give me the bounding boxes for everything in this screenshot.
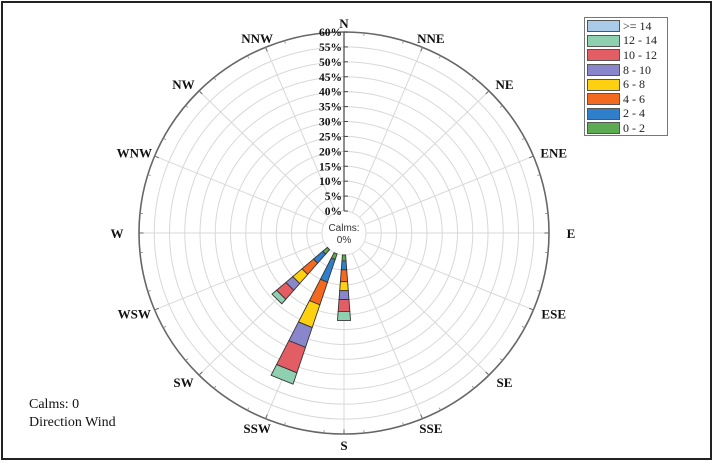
direction-label-nnw: NNW bbox=[241, 31, 273, 46]
direction-label-e: E bbox=[567, 226, 576, 241]
legend-label: 12 - 14 bbox=[623, 33, 657, 48]
legend-item: 2 - 4 bbox=[587, 106, 665, 122]
legend-swatch bbox=[587, 78, 620, 91]
radial-tick-label: 45% bbox=[319, 72, 342, 84]
wedge-s-bin-1 bbox=[340, 260, 348, 271]
wedge-ssw-bin-6 bbox=[270, 364, 298, 385]
legend-swatch bbox=[587, 34, 620, 47]
radial-tick-label: 20% bbox=[319, 146, 342, 158]
legend-label: 10 - 12 bbox=[623, 47, 657, 62]
radial-tick-label: 60% bbox=[319, 27, 342, 39]
wedge-s-bin-5 bbox=[337, 299, 351, 312]
radial-tick-label: 25% bbox=[319, 131, 342, 143]
direction-label-ene: ENE bbox=[540, 145, 567, 160]
direction-label-ssw: SSW bbox=[243, 421, 270, 436]
legend-swatch bbox=[587, 122, 620, 135]
legend-label: 8 - 10 bbox=[623, 62, 651, 77]
wedge-s-bin-2 bbox=[339, 269, 349, 283]
legend-label: 2 - 4 bbox=[623, 106, 645, 121]
calms-footer: Calms: 0 bbox=[29, 397, 80, 412]
legend-item: >= 14 bbox=[587, 19, 665, 34]
direction-label-se: SE bbox=[497, 375, 513, 390]
radial-tick-label: 15% bbox=[319, 161, 342, 173]
radial-tick-label: 30% bbox=[319, 117, 342, 129]
direction-label-ne: NE bbox=[495, 77, 513, 92]
radial-tick-label: 40% bbox=[319, 87, 342, 99]
chart-frame bbox=[1, 1, 712, 460]
wedge-s-bin-0 bbox=[341, 254, 347, 262]
legend-item: 12 - 14 bbox=[587, 33, 665, 49]
direction-label-n: N bbox=[339, 16, 349, 31]
wedge-sw-bin-6 bbox=[271, 289, 287, 305]
direction-label-s: S bbox=[340, 438, 347, 453]
calms-center-label: Calms: bbox=[328, 223, 359, 234]
legend-swatch bbox=[587, 64, 620, 77]
wedge-s-bin-3 bbox=[339, 281, 349, 292]
legend-swatch bbox=[587, 20, 620, 33]
radial-tick-label: 0% bbox=[325, 206, 342, 218]
legend-label: 0 - 2 bbox=[623, 120, 645, 135]
legend-swatch bbox=[587, 93, 620, 106]
radial-tick-label: 35% bbox=[319, 102, 342, 114]
wedge-s-bin-4 bbox=[338, 290, 350, 301]
radial-tick-label: 55% bbox=[319, 42, 342, 54]
radial-tick-label: 10% bbox=[319, 176, 342, 188]
direction-label-sse: SSE bbox=[419, 421, 442, 436]
legend-item: 6 - 8 bbox=[587, 77, 665, 92]
direction-label-nne: NNE bbox=[417, 31, 444, 46]
direction-label-sw: SW bbox=[173, 375, 193, 390]
legend-label: 4 - 6 bbox=[623, 91, 645, 106]
legend-label: >= 14 bbox=[623, 18, 652, 33]
radial-tick-label: 5% bbox=[325, 191, 342, 203]
caption-footer: Direction Wind bbox=[29, 415, 116, 430]
legend-item: 0 - 2 bbox=[587, 121, 665, 136]
calms-center-value: 0% bbox=[337, 235, 352, 246]
direction-label-wnw: WNW bbox=[117, 145, 152, 160]
direction-label-nw: NW bbox=[172, 77, 194, 92]
wedge-s-bin-6 bbox=[336, 311, 352, 321]
legend-label: 6 - 8 bbox=[623, 77, 645, 92]
direction-label-w: W bbox=[111, 226, 124, 241]
direction-label-wsw: WSW bbox=[118, 307, 151, 322]
legend-item: 4 - 6 bbox=[587, 92, 665, 107]
direction-label-ese: ESE bbox=[541, 307, 566, 322]
legend-swatch bbox=[587, 107, 620, 120]
legend-item: 8 - 10 bbox=[587, 63, 665, 78]
legend-swatch bbox=[587, 49, 620, 62]
legend-item: 10 - 12 bbox=[587, 48, 665, 63]
radial-tick-label: 50% bbox=[319, 57, 342, 69]
wedge-ssw-bin-1 bbox=[319, 257, 336, 283]
